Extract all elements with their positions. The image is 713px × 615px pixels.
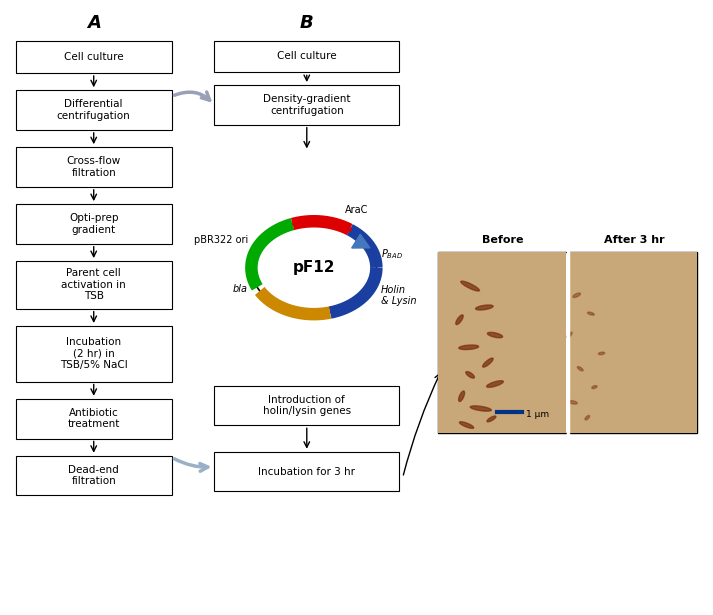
Text: AraC: AraC	[345, 205, 369, 215]
Text: Parent cell
activation in
TSB: Parent cell activation in TSB	[61, 268, 126, 301]
Ellipse shape	[578, 367, 583, 371]
Ellipse shape	[598, 352, 605, 355]
Text: Opti-prep
gradient: Opti-prep gradient	[69, 213, 118, 235]
Ellipse shape	[569, 400, 578, 404]
Ellipse shape	[588, 312, 594, 315]
Text: 1 μm: 1 μm	[525, 410, 549, 419]
Text: Dead-end
filtration: Dead-end filtration	[68, 465, 119, 486]
Text: After 3 hr: After 3 hr	[604, 235, 665, 245]
Ellipse shape	[488, 332, 503, 338]
Ellipse shape	[476, 305, 493, 310]
FancyBboxPatch shape	[215, 85, 399, 125]
Ellipse shape	[456, 315, 463, 325]
FancyBboxPatch shape	[215, 386, 399, 426]
Ellipse shape	[567, 332, 572, 338]
FancyBboxPatch shape	[16, 90, 172, 130]
FancyBboxPatch shape	[16, 204, 172, 244]
Ellipse shape	[458, 345, 478, 349]
Ellipse shape	[585, 416, 590, 420]
FancyBboxPatch shape	[16, 147, 172, 187]
Text: Incubation
(2 hr) in
TSB/5% NaCl: Incubation (2 hr) in TSB/5% NaCl	[60, 337, 128, 370]
FancyBboxPatch shape	[16, 399, 172, 438]
Ellipse shape	[573, 293, 580, 298]
FancyBboxPatch shape	[16, 41, 172, 73]
Ellipse shape	[458, 391, 465, 402]
Text: Before: Before	[482, 235, 524, 245]
FancyBboxPatch shape	[215, 41, 399, 73]
FancyBboxPatch shape	[16, 326, 172, 381]
Text: Cell culture: Cell culture	[64, 52, 123, 62]
Text: Cell culture: Cell culture	[277, 52, 337, 62]
Text: Cross-flow
filtration: Cross-flow filtration	[66, 156, 120, 178]
Text: Holin
& Lysin: Holin & Lysin	[381, 285, 416, 306]
Text: A: A	[87, 14, 101, 32]
FancyArrowPatch shape	[175, 92, 210, 100]
Ellipse shape	[483, 358, 493, 367]
Text: Differential
centrifugation: Differential centrifugation	[57, 99, 130, 121]
FancyBboxPatch shape	[16, 456, 172, 496]
Ellipse shape	[592, 386, 597, 389]
Text: B: B	[300, 14, 314, 32]
Text: pF12: pF12	[292, 260, 335, 275]
FancyBboxPatch shape	[438, 252, 566, 433]
Text: Density-gradient
centrifugation: Density-gradient centrifugation	[263, 94, 351, 116]
FancyBboxPatch shape	[16, 261, 172, 309]
Text: Incubation for 3 hr: Incubation for 3 hr	[258, 467, 355, 477]
Polygon shape	[352, 234, 370, 248]
Text: Introduction of
holin/lysin genes: Introduction of holin/lysin genes	[262, 395, 351, 416]
Ellipse shape	[466, 371, 474, 378]
FancyBboxPatch shape	[215, 451, 399, 491]
Ellipse shape	[487, 416, 496, 422]
Ellipse shape	[461, 281, 479, 291]
Ellipse shape	[486, 381, 503, 387]
Text: bla: bla	[233, 284, 248, 293]
Ellipse shape	[459, 422, 473, 428]
FancyArrowPatch shape	[174, 459, 207, 471]
Text: Antibiotic
treatment: Antibiotic treatment	[68, 408, 120, 429]
FancyBboxPatch shape	[438, 252, 697, 433]
FancyBboxPatch shape	[569, 252, 697, 433]
Ellipse shape	[471, 406, 491, 411]
Text: $P_{BAD}$: $P_{BAD}$	[381, 247, 403, 261]
Text: pBR322 ori: pBR322 ori	[194, 235, 248, 245]
